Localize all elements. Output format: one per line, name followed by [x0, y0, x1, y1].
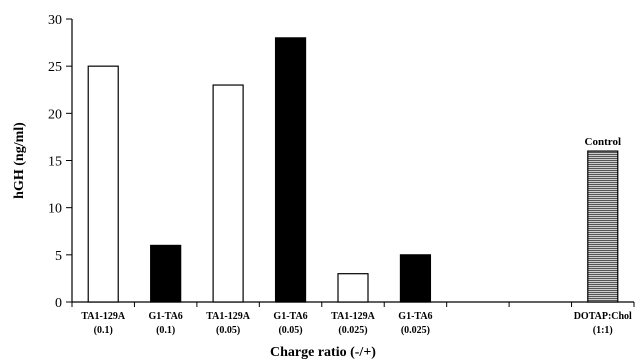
category-labels: TA1-129A (0.1) G1-TA6 (0.1) TA1-129A (0.05) G1… — [81, 136, 632, 336]
bar — [587, 150, 619, 303]
x-tick-label: DOTAP:Chol — [574, 311, 632, 322]
y-tick-label: 0 — [55, 296, 62, 311]
y-tick-label: 25 — [48, 60, 62, 75]
x-tick-label: TA1-129A — [81, 311, 125, 322]
x-tick-label: TA1-129A — [206, 311, 250, 322]
x-tick-label: G1-TA6 — [149, 311, 183, 322]
x-tick-label: TA1-129A — [331, 311, 375, 322]
y-tick-label: 5 — [55, 249, 62, 264]
bar — [399, 254, 432, 303]
x-tick-label-sub: (0.1) — [94, 325, 113, 336]
bar — [87, 65, 119, 303]
y-axis: 0 5 10 15 20 25 30 — [48, 13, 73, 311]
x-tick-label-sub: (1:1) — [593, 325, 613, 336]
y-tick-label: 20 — [48, 107, 62, 122]
x-tick-label: G1-TA6 — [273, 311, 307, 322]
bar — [212, 84, 244, 303]
y-axis-title: hGH (ng/ml) — [12, 122, 27, 199]
x-tick-label-sub: (0.05) — [216, 325, 240, 336]
y-tick-label: 15 — [48, 155, 62, 170]
bar — [274, 37, 307, 303]
y-tick-label: 10 — [48, 202, 62, 217]
y-tick-label: 30 — [48, 13, 62, 28]
x-axis-title: Charge ratio (-/+) — [270, 345, 376, 360]
x-tick-label-sub: (0.025) — [338, 325, 367, 336]
x-tick-label-sub: (0.025) — [401, 325, 430, 336]
x-axis — [71, 301, 635, 307]
bar — [150, 244, 182, 303]
x-tick-label: G1-TA6 — [398, 311, 432, 322]
x-tick-label-sub: (0.1) — [156, 325, 175, 336]
bars — [87, 37, 619, 303]
control-annotation: Control — [585, 136, 621, 148]
bar — [337, 273, 369, 303]
x-tick-label-sub: (0.05) — [278, 325, 302, 336]
